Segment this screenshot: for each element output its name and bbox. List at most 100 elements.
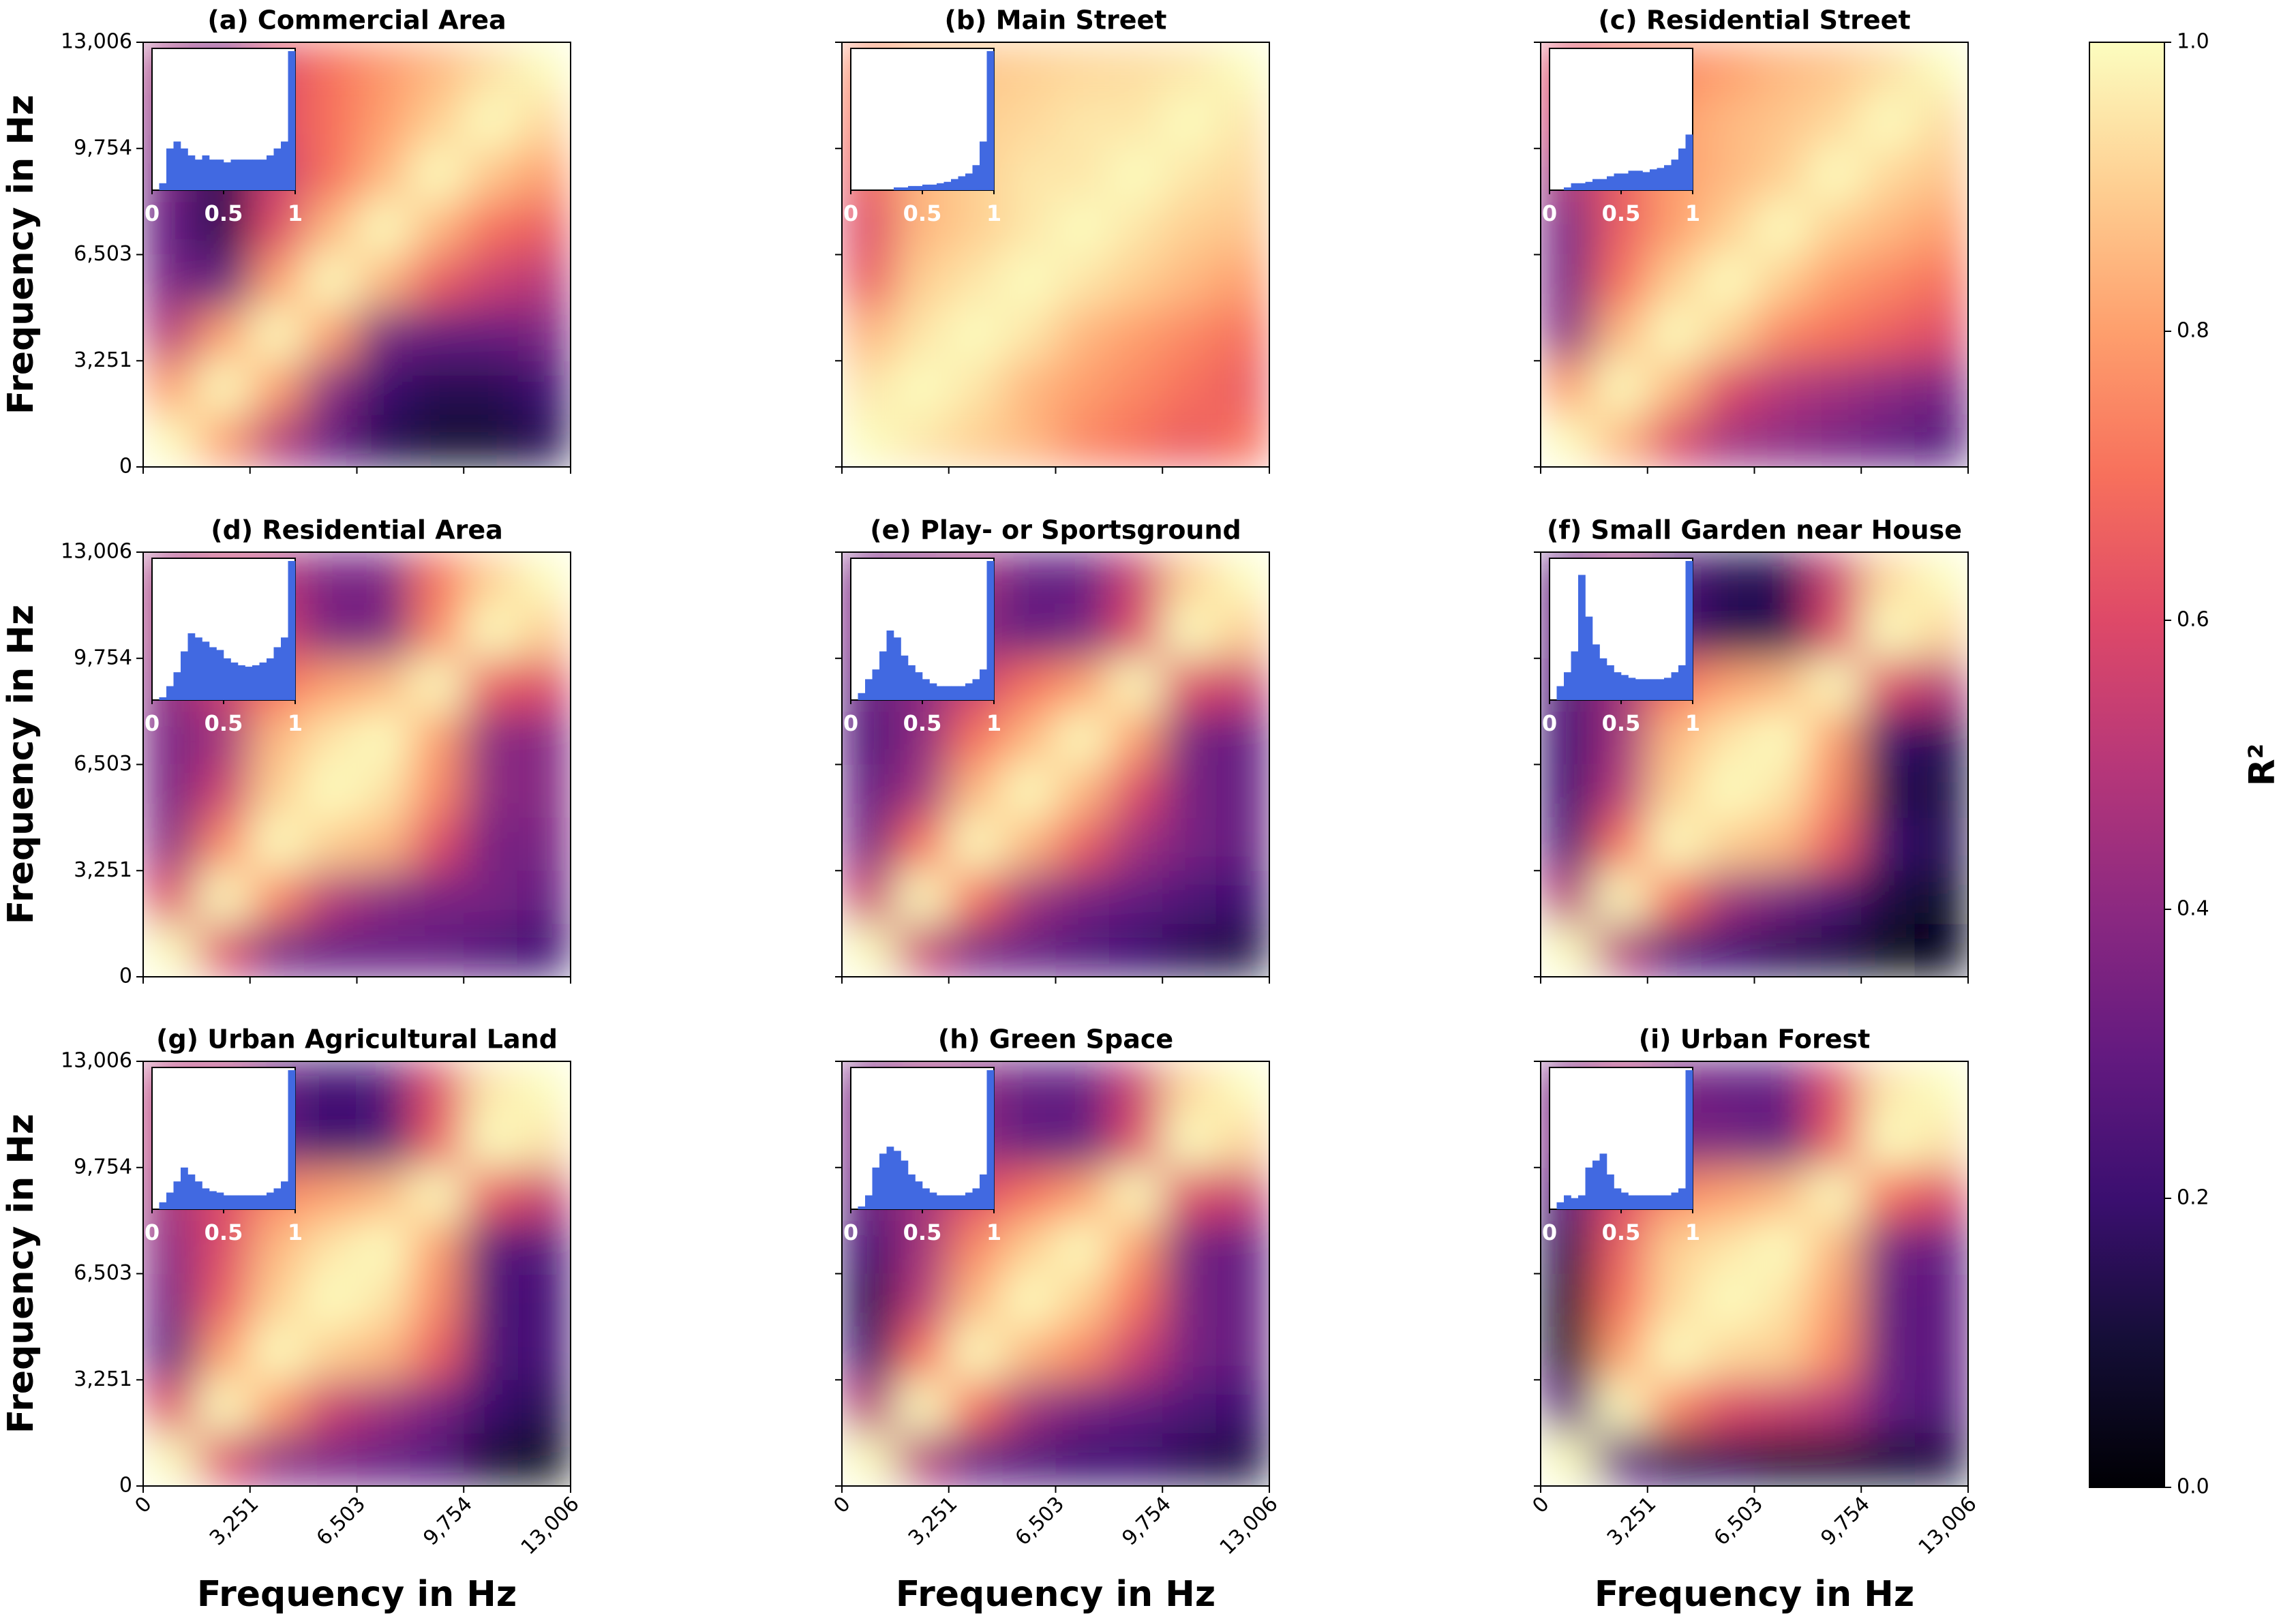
- heatmap-cell: [517, 817, 571, 871]
- heatmap-cell: [1807, 95, 1862, 149]
- heatmap-cell: [1807, 1326, 1862, 1380]
- heatmap-cell: [357, 95, 411, 149]
- heatmap-cell: [1541, 764, 1595, 818]
- histogram-bar: [958, 686, 966, 700]
- heatmap-cell: [1108, 1433, 1163, 1486]
- panel-title: (e) Play- or Sportsground: [870, 515, 1241, 545]
- heatmap-cell: [1807, 42, 1862, 96]
- heatmap-cell: [1861, 254, 1916, 308]
- heatmap-cell: [1215, 1380, 1269, 1434]
- histogram-bar: [187, 633, 196, 700]
- heatmap-cell: [1162, 414, 1217, 467]
- heatmap-cell: [464, 1380, 518, 1434]
- heatmap-cell: [1914, 870, 1968, 924]
- heatmap-cell: [1701, 254, 1755, 308]
- heatmap-cell: [1807, 148, 1862, 202]
- heatmap-cell: [143, 361, 197, 414]
- heatmap-cell: [895, 1326, 950, 1380]
- heatmap-cell: [1647, 1433, 1702, 1486]
- heatmap-cell: [1108, 764, 1163, 818]
- heatmap-cell: [1215, 552, 1269, 606]
- histogram-bar: [187, 155, 196, 190]
- heatmap-cell: [1861, 1114, 1916, 1168]
- histogram-bar: [1614, 1188, 1622, 1209]
- histogram-bar: [1657, 679, 1665, 700]
- histogram-bar: [273, 1188, 282, 1209]
- inset-tick-label: 1: [288, 710, 303, 736]
- heatmap-cell: [1215, 1061, 1269, 1115]
- heatmap-cells: [842, 1061, 1269, 1486]
- y-tick-label: 0: [119, 455, 132, 479]
- heatmap-cell: [1914, 95, 1968, 149]
- histogram-bar: [195, 1181, 202, 1209]
- histogram-bar: [879, 651, 887, 700]
- heatmap-cell: [1701, 95, 1755, 149]
- heatmap-cell: [895, 1433, 950, 1486]
- heatmap-cell: [1162, 870, 1217, 924]
- heatmap-cell: [1647, 361, 1702, 414]
- heatmap-cell: [1701, 414, 1755, 467]
- heatmap-cell: [1002, 1167, 1056, 1222]
- panel-title: (h) Green Space: [938, 1025, 1173, 1055]
- heatmap-cell: [250, 361, 304, 414]
- heatmap-cell: [250, 414, 304, 467]
- heatmap-cell: [948, 1220, 1003, 1274]
- inset-tick-label: 1: [1685, 1219, 1700, 1245]
- heatmap-cell: [303, 552, 357, 606]
- heatmap-cell: [842, 1433, 896, 1486]
- heatmap-cell: [303, 817, 357, 871]
- y-tick-label: 13,006: [61, 1049, 132, 1073]
- heatmap-cell: [250, 1220, 304, 1274]
- heatmap-cell: [303, 1114, 357, 1168]
- heatmap-panel: (b) Main Street 0 0.5 1: [835, 5, 1270, 474]
- heatmap-cell: [1002, 1273, 1056, 1327]
- heatmap-cell: [1215, 1114, 1269, 1168]
- heatmap-cell: [143, 870, 197, 924]
- y-tick-label: 6,503: [74, 1261, 132, 1285]
- histogram-bar: [281, 141, 288, 190]
- histogram-bar: [1685, 561, 1693, 700]
- heatmap-cell: [464, 1167, 518, 1222]
- inset-tick-label: 0: [843, 710, 858, 736]
- inset-tick-label: 1: [986, 710, 1001, 736]
- y-tick-label: 9,754: [74, 136, 132, 160]
- heatmap-cell: [1215, 361, 1269, 414]
- heatmap-cell: [1055, 924, 1110, 977]
- heatmap-cell: [1807, 605, 1862, 659]
- histogram-bar: [245, 160, 253, 190]
- heatmap-cell: [1701, 924, 1755, 977]
- heatmap-cell: [517, 361, 571, 414]
- heatmap-cell: [410, 817, 464, 871]
- heatmap-cell: [1162, 552, 1217, 606]
- heatmap-cell: [410, 307, 464, 361]
- inset-tick-label: 1: [1685, 200, 1700, 226]
- heatmap-cell: [196, 711, 251, 765]
- heatmap-cell: [1594, 1433, 1648, 1486]
- heatmap-cell: [1807, 764, 1862, 818]
- heatmap-cell: [1162, 201, 1217, 255]
- heatmap-cell: [1701, 764, 1755, 818]
- histogram-bar: [1571, 1198, 1579, 1209]
- heatmap-cell: [1108, 201, 1163, 255]
- heatmap-cell: [1002, 95, 1056, 149]
- heatmap-cell: [303, 42, 357, 96]
- histogram-bar: [166, 1192, 174, 1209]
- heatmap-cell: [948, 1326, 1003, 1380]
- heatmap-cell: [1701, 1061, 1755, 1115]
- y-tick-label: 9,754: [74, 646, 132, 669]
- heatmap-cell: [1701, 361, 1755, 414]
- heatmap-cell: [464, 1326, 518, 1380]
- heatmap-cell: [1807, 201, 1862, 255]
- heatmap-cell: [948, 924, 1003, 977]
- heatmap-cell: [895, 1220, 950, 1274]
- heatmap-cell: [842, 1380, 896, 1434]
- heatmap-cell: [895, 307, 950, 361]
- heatmap-cell: [1541, 1380, 1595, 1434]
- heatmap-cell: [1754, 1433, 1809, 1486]
- heatmap-cell: [1647, 1273, 1702, 1327]
- heatmap-cell: [1055, 605, 1110, 659]
- heatmap-cell: [303, 605, 357, 659]
- histogram-bar: [281, 1181, 288, 1209]
- heatmap-cell: [1594, 361, 1648, 414]
- heatmap-cell: [1861, 414, 1916, 467]
